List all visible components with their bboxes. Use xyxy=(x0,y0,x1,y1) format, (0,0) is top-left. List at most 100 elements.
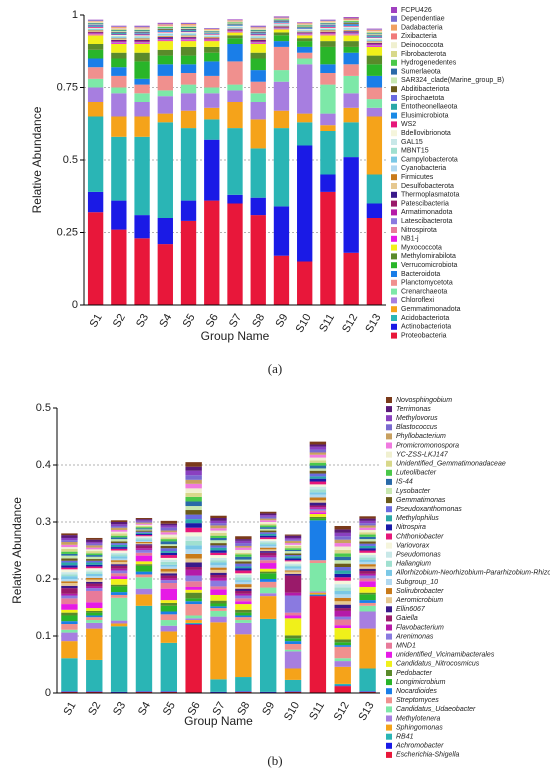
bar-segment xyxy=(61,624,78,630)
legend-swatch xyxy=(386,460,392,467)
bar-segment xyxy=(259,542,277,545)
bar-segment xyxy=(250,31,266,33)
bar-segment xyxy=(185,488,202,493)
bar-segment xyxy=(204,139,220,201)
legend-swatch xyxy=(386,633,392,640)
bar-segment xyxy=(359,523,376,526)
bar-segment xyxy=(343,24,359,26)
bar-segment xyxy=(273,24,290,25)
bar-segment xyxy=(160,534,178,538)
bar-segment xyxy=(86,620,103,623)
y-tick-label: 0.1 xyxy=(36,630,51,642)
bar-segment xyxy=(334,610,351,617)
bar-segment xyxy=(86,555,103,557)
bar-segment xyxy=(334,560,351,564)
bar-segment xyxy=(110,584,128,587)
legend-label: Chloroflexi xyxy=(401,297,435,304)
bar-segment xyxy=(87,29,104,31)
bar-segment xyxy=(210,586,227,590)
bar-segment xyxy=(309,441,327,445)
legend-label: Firmicutes xyxy=(401,174,434,181)
legend-label: Cyanobacteria xyxy=(401,165,446,172)
bar-segment xyxy=(320,73,336,85)
legend-swatch xyxy=(386,670,392,676)
bar-segment xyxy=(210,603,227,607)
bar-segment xyxy=(273,17,290,19)
bar-segment xyxy=(334,570,351,574)
bar-segment xyxy=(273,22,290,23)
bar-segment xyxy=(284,649,302,652)
bar-segment xyxy=(86,610,103,613)
bar-segment xyxy=(135,691,153,692)
bar-segment xyxy=(204,75,220,88)
bar-segment xyxy=(135,529,153,531)
bar-segment xyxy=(61,621,78,625)
bar-segment xyxy=(297,41,313,47)
bar-segment xyxy=(111,32,127,34)
bar-segment xyxy=(334,549,351,554)
bar-segment xyxy=(235,568,252,571)
legend-label: Methylomirabilota xyxy=(401,253,456,260)
bar-segment xyxy=(309,478,327,482)
bar-segment xyxy=(273,26,290,28)
bar-segment xyxy=(134,37,150,38)
bar-segment xyxy=(273,22,290,24)
bar-segment xyxy=(160,557,178,560)
y-tick-label: 1 xyxy=(72,9,78,21)
bar-segment xyxy=(250,37,266,39)
bar-segment xyxy=(284,544,302,546)
bar-segment xyxy=(366,116,383,175)
bar-segment xyxy=(235,552,252,555)
bar-segment xyxy=(111,40,127,42)
bar-segment xyxy=(235,604,252,610)
bar-segment xyxy=(160,555,178,558)
bar-segment xyxy=(297,26,313,27)
bar-segment xyxy=(235,545,252,548)
legend-swatch xyxy=(386,733,392,740)
bar-segment xyxy=(297,23,313,25)
bar-segment xyxy=(111,30,127,31)
bar-segment xyxy=(250,93,266,102)
bar-segment xyxy=(284,534,302,536)
bar-segment xyxy=(185,510,202,515)
legend-label: Campylobacterota xyxy=(401,156,458,163)
legend-swatch xyxy=(386,524,392,531)
bar-segment xyxy=(309,444,327,447)
bar-segment xyxy=(160,625,178,632)
bar-segment xyxy=(359,559,376,562)
bar-segment xyxy=(320,174,336,192)
bar-segment xyxy=(204,32,220,34)
y-tick-label: 0 xyxy=(72,299,78,311)
bar-segment xyxy=(185,492,202,497)
bar-segment xyxy=(86,691,103,692)
bar-segment xyxy=(359,548,376,551)
bar-segment xyxy=(110,544,128,548)
bar-segment xyxy=(160,573,178,576)
bar-segment xyxy=(134,27,150,29)
bar-segment xyxy=(204,40,220,42)
x-tick-label: S8 xyxy=(250,312,267,330)
bar-segment xyxy=(180,35,197,37)
bar-segment xyxy=(135,530,153,532)
bar-segment xyxy=(180,30,197,32)
legend-label: Variovorax xyxy=(396,542,430,549)
bar-segment xyxy=(297,32,313,33)
legend-swatch xyxy=(386,406,392,413)
bar-segment xyxy=(87,102,104,117)
bar-segment xyxy=(110,594,128,598)
bar-segment xyxy=(135,521,153,523)
bar-segment xyxy=(61,553,78,556)
bar-segment xyxy=(297,23,313,24)
bar-segment xyxy=(157,37,173,39)
bar-segment xyxy=(210,575,227,578)
bar-segment xyxy=(227,20,243,22)
bar-segment xyxy=(334,683,351,686)
bar-segment xyxy=(284,573,302,576)
bar-segment xyxy=(110,556,128,559)
bar-segment xyxy=(297,122,313,146)
bar-segment xyxy=(135,545,153,549)
bar-segment xyxy=(61,544,78,548)
bar-segment xyxy=(250,148,266,198)
bar-segment xyxy=(309,449,327,453)
bar-segment xyxy=(343,33,359,35)
